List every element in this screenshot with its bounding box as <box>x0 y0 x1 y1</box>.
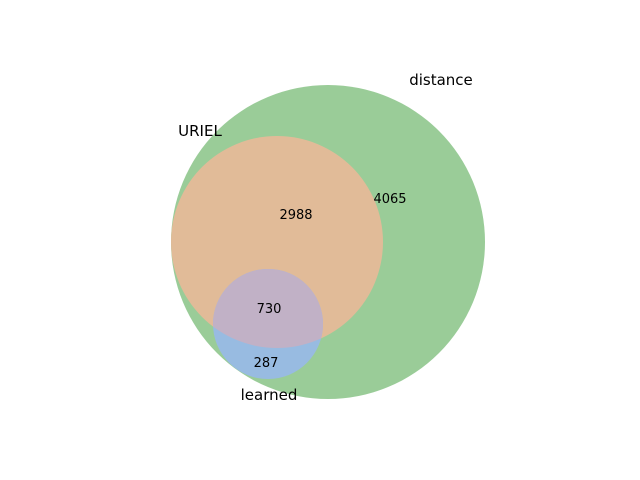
triple-overlap-region <box>213 269 323 348</box>
all-three-count: 730 <box>257 302 282 317</box>
learned-set-label: learned <box>241 386 298 404</box>
distance-uriel-count: 2988 <box>279 208 312 223</box>
distance-learned-count: 287 <box>254 356 279 371</box>
distance-only-count: 4065 <box>373 192 406 207</box>
uriel-set-label: URIEL <box>178 122 222 140</box>
distance-set-label: distance <box>409 71 473 89</box>
